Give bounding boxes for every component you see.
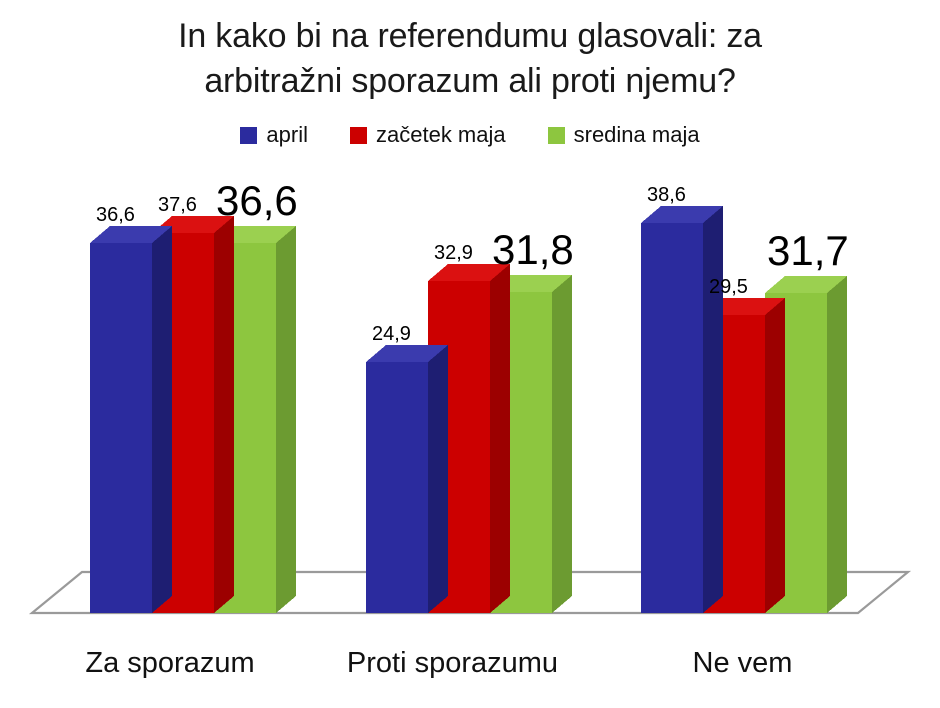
data-label-1-2: 31,8 [492,226,574,273]
bar-face-front [366,362,428,613]
bar-face-top [490,275,572,292]
category-label-za-sporazum: Za sporazum [85,647,255,679]
legend-item-zacetek-maja[interactable]: začetek maja [350,124,506,146]
legend-swatch-sredina-maja [547,126,565,144]
category-label-proti-sporazumu: Proti sporazumu [346,647,559,679]
data-label-1-0: 24,9 [372,323,411,345]
legend-swatch-zacetek-maja [350,126,367,144]
bar-face-side [428,345,448,613]
legend-item-sredina-maja[interactable]: sredina maja [547,122,700,147]
legend-label-april: april [266,122,308,147]
bar-face-top [703,298,785,315]
bar-face-top [366,345,448,362]
bar-face-side [765,298,785,613]
bar-shape [641,206,723,613]
bar-1-0[interactable] [366,345,448,613]
bar-face-side [152,226,172,613]
bar-face-side [703,206,723,613]
bar-face-side [552,275,572,613]
data-label-0-1: 37,6 [158,194,197,216]
bar-0-0[interactable] [90,226,172,613]
bar-shape [366,345,448,613]
legend-swatch-april [240,126,258,144]
bar-face-top [641,206,723,223]
data-label-0-2: 36,6 [216,177,298,224]
bar-face-top [214,226,296,243]
legend-label-sredina-maja: sredina maja [573,122,700,147]
chart-legend: april začetek maja sredina maja [0,124,940,146]
bar-face-top [90,226,172,243]
bar-face-front [90,243,152,613]
bar-face-front [641,223,703,613]
bar-face-side [276,226,296,613]
bar-face-top [428,264,510,281]
chart-title: In kako bi na referendumu glasovali: za … [178,17,762,100]
data-label-0-0: 36,6 [96,204,135,226]
legend-item-april[interactable]: april [240,124,308,146]
data-label-1-1: 32,9 [434,242,473,264]
category-label-ne-vem: Ne vem [692,647,793,679]
bar-face-top [765,276,847,293]
data-label-2-1: 29,5 [709,276,748,298]
bar-face-side [490,264,510,613]
data-label-2-0: 38,6 [647,184,686,206]
data-label-2-2: 31,7 [767,227,849,274]
bar-face-side [827,276,847,613]
bar-2-0[interactable] [641,206,723,613]
bar-face-top [152,216,234,233]
bar-shape [90,226,172,613]
legend-label-zacetek-maja: začetek maja [376,122,506,147]
bar-face-side [214,216,234,613]
